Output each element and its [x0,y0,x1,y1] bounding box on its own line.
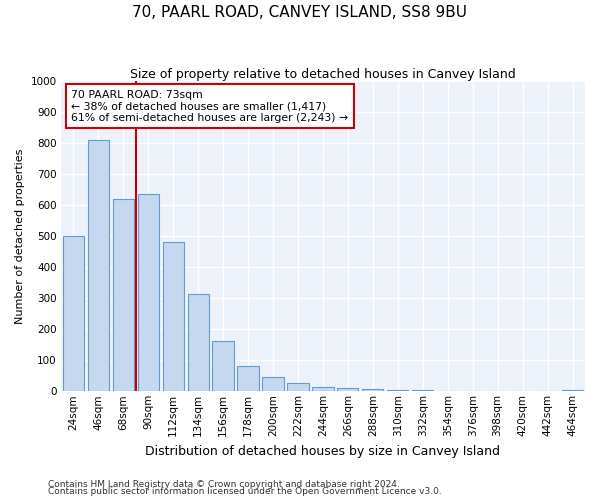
Text: 70, PAARL ROAD, CANVEY ISLAND, SS8 9BU: 70, PAARL ROAD, CANVEY ISLAND, SS8 9BU [133,5,467,20]
Bar [437,390,458,392]
Bar [238,366,259,392]
Bar [412,390,433,392]
Text: Contains public sector information licensed under the Open Government Licence v3: Contains public sector information licen… [48,487,442,496]
Bar [287,384,308,392]
Text: Contains HM Land Registry data © Crown copyright and database right 2024.: Contains HM Land Registry data © Crown c… [48,480,400,489]
Bar [337,388,358,392]
Bar [63,236,84,392]
Bar [188,294,209,392]
Bar [262,377,284,392]
Title: Size of property relative to detached houses in Canvey Island: Size of property relative to detached ho… [130,68,516,80]
Bar [88,140,109,392]
Bar [313,387,334,392]
Text: 70 PAARL ROAD: 73sqm
← 38% of detached houses are smaller (1,417)
61% of semi-de: 70 PAARL ROAD: 73sqm ← 38% of detached h… [71,90,349,123]
Bar [562,390,583,392]
Y-axis label: Number of detached properties: Number of detached properties [15,148,25,324]
X-axis label: Distribution of detached houses by size in Canvey Island: Distribution of detached houses by size … [145,444,500,458]
Bar [163,242,184,392]
Bar [113,198,134,392]
Bar [387,390,409,392]
Bar [212,341,233,392]
Bar [137,194,159,392]
Bar [362,390,383,392]
